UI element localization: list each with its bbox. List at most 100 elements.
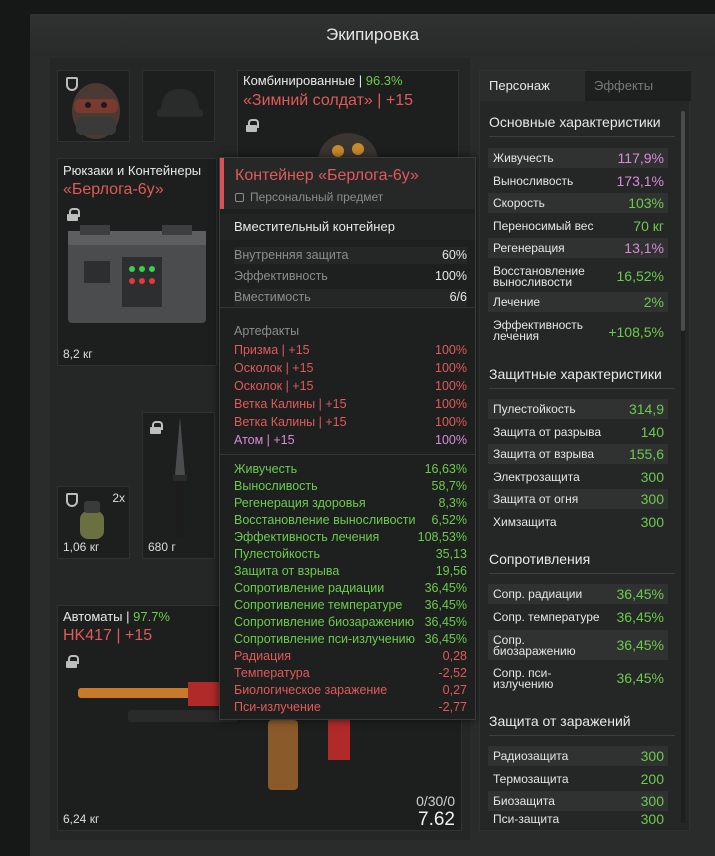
resist-stat-row: Сопр. радиации 36,45% [488,584,668,604]
bonus-value: 6,52% [431,513,467,527]
main-stat-value: 117,9% [617,150,664,166]
tooltip-prop-row: Вместимость 6/6 [234,289,467,306]
shield-icon [66,77,78,91]
container-image [68,225,206,323]
ammo-count: 0/30/0 [416,793,455,809]
protect-stat-value: 300 [640,491,664,507]
tab-effects[interactable]: Эффекты [594,78,654,93]
infect-stat-row: Термозащита 200 [488,769,668,789]
artifact-row: Осколок | +15 100% [234,360,467,377]
armor-name: «Зимний солдат» | +15 [243,92,414,109]
penalty-row: Радиация 0,28 [234,648,467,665]
main-stat-value: 173,1% [616,173,664,189]
lock-icon [246,119,259,132]
knife-slot[interactable]: 680 г [142,412,215,559]
armor-slot[interactable]: Комбинированные | 96.3% «Зимний солдат» … [237,70,459,170]
artifact-name: Призма | +15 [234,343,310,357]
infect-stat-row: Биозащита 300 [488,791,668,811]
main-stat-row: Эффективность лечения +108,5% [488,315,668,349]
artifact-value: 100% [435,379,467,393]
tab-character[interactable]: Персонаж [480,71,585,101]
helmet-slot[interactable] [142,70,215,142]
artifact-name: Осколок | +15 [234,361,314,375]
bonus-name: Сопротивление пси-излучению [234,632,415,646]
bonus-name: Выносливость [234,479,318,493]
main-stat-value: 70 кг [633,218,664,234]
infect-stat-value: 200 [640,771,664,787]
main-stat-name: Эффективность лечения [493,318,584,343]
penalty-value: 0,27 [442,683,467,697]
mask-slot[interactable] [57,70,130,142]
artifact-row: Осколок | +15 100% [234,378,467,395]
bonus-name: Эффективность лечения [234,530,380,544]
artifact-value: 100% [435,415,467,429]
tooltip-prop-name: Эффективность [234,269,328,283]
artifact-value: 100% [435,433,467,447]
caliber-label: 7.62 [418,809,455,830]
protect-stat-value: 300 [640,514,664,530]
tooltip-prop-row: Эффективность 100% [234,268,467,285]
scrollbar-thumb[interactable] [681,111,685,331]
main-stat-row: Регенерация 13,1% [488,238,668,258]
section-divider [489,388,675,389]
tooltip-prop-value: 6/6 [449,290,467,304]
bonus-name: Сопротивление температуре [234,598,403,612]
bonus-row: Сопротивление радиации 36,45% [234,580,467,597]
bonus-row: Эффективность лечения 108,53% [234,529,467,546]
main-stat-name: Выносливость [493,174,574,188]
top-strip [0,0,715,14]
section-divider [489,136,675,137]
grenade-image [80,501,104,539]
protect-stat-row: Химзащита 300 [488,512,668,532]
knife-image [173,417,187,537]
protect-stat-name: Защита от огня [493,492,579,506]
backpack-name: «Берлога-6у» [63,181,164,198]
scrollbar-track[interactable] [681,111,685,823]
bonus-row: Пулестойкость 35,13 [234,546,467,563]
tooltip-prop-value: 100% [435,269,467,283]
infect-stat-name: Термозащита [493,772,569,786]
protect-stat-row: Защита от огня 300 [488,489,668,509]
backpack-slot[interactable]: Рюкзаки и Контейнеры «Берлога-6у» 8,2 кг [57,158,217,366]
grenade-weight: 1,06 кг [63,540,100,554]
main-stat-value: +108,5% [608,324,664,340]
bonus-row: Сопротивление пси-излучению 36,45% [234,631,467,648]
backpack-weight: 8,2 кг [63,347,93,361]
weapon-caption-sep: | [122,609,134,624]
weapon-caption: Автоматы | 97.7% [63,609,170,624]
weapon-name: HK417 | +15 [63,627,153,644]
lock-icon [66,655,79,668]
protect-stat-name: Защита от взрыва [493,447,595,461]
penalty-name: Температура [234,666,310,680]
main-stat-value: 13,1% [624,240,664,256]
bonus-row: Сопротивление температуре 36,45% [234,597,467,614]
infect-stat-value: 300 [640,811,664,827]
resist-stat-name: Сопр. радиации [493,587,583,601]
resist-stat-row: Сопр. биозаражению 36,45% [488,630,668,660]
protect-stat-row: Защита от разрыва 140 [488,422,668,442]
bonus-value: 36,45% [424,632,467,646]
artifact-row: Призма | +15 100% [234,342,467,359]
infect-stat-name: Радиозащита [493,749,569,763]
tooltip-separator [220,307,475,308]
main-stat-name: Лечение [493,295,541,309]
main-stat-name: Живучесть [493,151,554,165]
lock-icon [150,421,163,434]
bonus-value: 36,45% [424,615,467,629]
main-stat-row: Выносливость 173,1% [488,171,668,191]
penalty-value: 0,28 [442,649,467,663]
infect-stat-name: Биозащита [493,794,555,808]
artifacts-label: Артефакты [234,324,300,338]
weapon-weight: 6,24 кг [63,812,100,826]
bonus-name: Сопротивление радиации [234,581,385,595]
infect-stat-name: Пси-защита [493,812,560,826]
grenade-slot[interactable]: 2x 1,06 кг [57,486,130,559]
bonus-value: 19,56 [435,564,467,578]
knife-weight: 680 г [148,540,176,554]
section-title-main: Основные характеристики [489,114,661,130]
protect-stat-value: 155,6 [628,446,664,462]
protect-stat-name: Защита от разрыва [493,425,602,439]
section-divider [489,735,675,736]
penalty-value: -2,52 [438,666,468,680]
penalty-name: Радиация [234,649,292,663]
